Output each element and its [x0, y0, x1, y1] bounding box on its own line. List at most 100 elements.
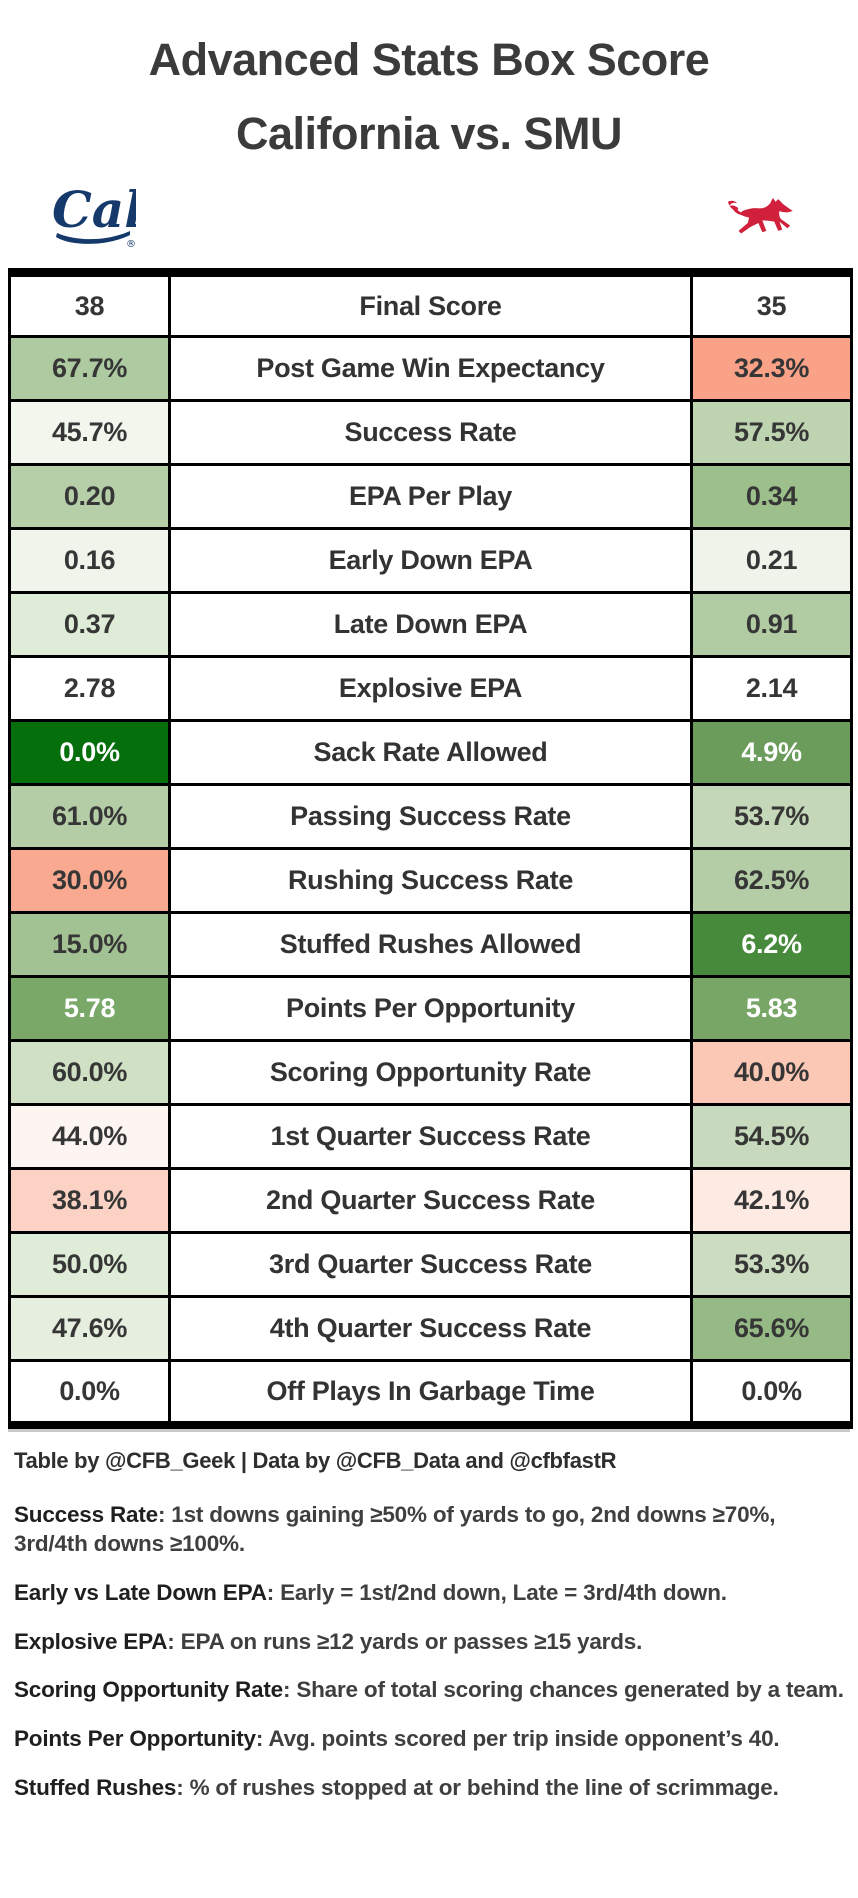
table-row: 61.0% Passing Success Rate 53.7% — [8, 783, 853, 850]
table-row: 2.78 Explosive EPA 2.14 — [8, 655, 853, 722]
footnote-label: Early vs Late Down EPA — [14, 1579, 267, 1605]
table-bottom-rule — [8, 1428, 850, 1432]
home-value-cell: 0.20 — [8, 463, 171, 530]
stat-label-cell: Points Per Opportunity — [168, 975, 693, 1042]
table-row: 47.6% 4th Quarter Success Rate 65.6% — [8, 1295, 853, 1362]
table-row: 44.0% 1st Quarter Success Rate 54.5% — [8, 1103, 853, 1170]
away-value-cell: 0.91 — [690, 591, 853, 658]
table-row: 0.0% Off Plays In Garbage Time 0.0% — [8, 1359, 853, 1429]
table-row: 0.37 Late Down EPA 0.91 — [8, 591, 853, 658]
table-row: 50.0% 3rd Quarter Success Rate 53.3% — [8, 1231, 853, 1298]
footnote: Points Per Opportunity: Avg. points scor… — [14, 1724, 844, 1754]
footnote-text: : Early = 1st/2nd down, Late = 3rd/4th d… — [266, 1579, 727, 1605]
away-value-cell: 35 — [690, 268, 853, 338]
away-value-cell: 6.2% — [690, 911, 853, 978]
footnote: Explosive EPA: EPA on runs ≥12 yards or … — [14, 1627, 844, 1657]
home-value-cell: 50.0% — [8, 1231, 171, 1298]
home-value-cell: 15.0% — [8, 911, 171, 978]
footnote-label: Scoring Opportunity Rate — [14, 1677, 283, 1703]
home-value-cell: 0.16 — [8, 527, 171, 594]
stat-label-cell: Passing Success Rate — [168, 783, 693, 850]
stat-label-cell: 4th Quarter Success Rate — [168, 1295, 693, 1362]
stat-label-cell: 2nd Quarter Success Rate — [168, 1167, 693, 1234]
home-value-cell: 45.7% — [8, 399, 171, 466]
table-row: 45.7% Success Rate 57.5% — [8, 399, 853, 466]
table-row: 0.0% Sack Rate Allowed 4.9% — [8, 719, 853, 786]
footnotes: Success Rate: 1st downs gaining ≥50% of … — [14, 1500, 844, 1803]
smu-mustang-icon — [727, 197, 793, 234]
footnote-text: : 1st downs gaining ≥50% of yards to go,… — [14, 1501, 776, 1557]
footnote-label: Success Rate — [14, 1501, 158, 1527]
home-value-cell: 44.0% — [8, 1103, 171, 1170]
home-value-cell: 30.0% — [8, 847, 171, 914]
away-value-cell: 57.5% — [690, 399, 853, 466]
table-row: 0.20 EPA Per Play 0.34 — [8, 463, 853, 530]
footnote-text: : EPA on runs ≥12 yards or passes ≥15 ya… — [167, 1628, 643, 1654]
stat-label-cell: Early Down EPA — [168, 527, 693, 594]
home-value-cell: 61.0% — [8, 783, 171, 850]
svg-text:Cal: Cal — [52, 181, 136, 239]
table-row: 15.0% Stuffed Rushes Allowed 6.2% — [8, 911, 853, 978]
stat-label-cell: Explosive EPA — [168, 655, 693, 722]
stat-label-cell: 1st Quarter Success Rate — [168, 1103, 693, 1170]
page-subtitle: California vs. SMU — [235, 108, 623, 159]
away-value-cell: 32.3% — [690, 335, 853, 402]
advanced-stats-box-score: Advanced Stats Box Score California vs. … — [0, 34, 858, 1803]
stat-label-cell: Sack Rate Allowed — [168, 719, 693, 786]
away-value-cell: 62.5% — [690, 847, 853, 914]
table-row: 30.0% Rushing Success Rate 62.5% — [8, 847, 853, 914]
page-title: Advanced Stats Box Score — [148, 34, 710, 85]
away-value-cell: 0.0% — [690, 1359, 853, 1429]
away-value-cell: 2.14 — [690, 655, 853, 722]
footnote: Early vs Late Down EPA: Early = 1st/2nd … — [14, 1578, 844, 1608]
stat-label-cell: EPA Per Play — [168, 463, 693, 530]
source-note: Table by @CFB_Geek | Data by @CFB_Data a… — [14, 1447, 617, 1473]
table-row: 67.7% Post Game Win Expectancy 32.3% — [8, 335, 853, 402]
table-row: 38.1% 2nd Quarter Success Rate 42.1% — [8, 1167, 853, 1234]
cal-logo-icon: Cal ® — [52, 181, 136, 250]
table-row: 5.78 Points Per Opportunity 5.83 — [8, 975, 853, 1042]
footnote-text: : Avg. points scored per trip inside opp… — [255, 1725, 780, 1751]
footnote-text: : Share of total scoring chances generat… — [282, 1677, 844, 1703]
stat-label-cell: Stuffed Rushes Allowed — [168, 911, 693, 978]
home-value-cell: 67.7% — [8, 335, 171, 402]
stat-label-cell: 3rd Quarter Success Rate — [168, 1231, 693, 1298]
home-value-cell: 0.37 — [8, 591, 171, 658]
stat-label-cell: Final Score — [168, 268, 693, 338]
svg-text:®: ® — [126, 239, 136, 250]
away-value-cell: 0.21 — [690, 527, 853, 594]
away-value-cell: 54.5% — [690, 1103, 853, 1170]
home-value-cell: 38 — [8, 268, 171, 338]
home-value-cell: 0.0% — [8, 1359, 171, 1429]
away-value-cell: 53.3% — [690, 1231, 853, 1298]
footnote-label: Explosive EPA — [14, 1628, 168, 1654]
away-value-cell: 65.6% — [690, 1295, 853, 1362]
team-logos-row: Cal ® — [0, 176, 858, 262]
home-value-cell: 2.78 — [8, 655, 171, 722]
stats-table: 38 Final Score 35 67.7% Post Game Win Ex… — [8, 268, 853, 1429]
away-value-cell: 5.83 — [690, 975, 853, 1042]
stat-label-cell: Post Game Win Expectancy — [168, 335, 693, 402]
stat-label-cell: Rushing Success Rate — [168, 847, 693, 914]
stat-label-cell: Off Plays In Garbage Time — [168, 1359, 693, 1429]
footnote-text: : % of rushes stopped at or behind the l… — [176, 1774, 779, 1800]
stat-label-cell: Scoring Opportunity Rate — [168, 1039, 693, 1106]
home-value-cell: 0.0% — [8, 719, 171, 786]
home-value-cell: 5.78 — [8, 975, 171, 1042]
footnote-label: Stuffed Rushes — [14, 1774, 177, 1800]
home-value-cell: 38.1% — [8, 1167, 171, 1234]
stat-label-cell: Success Rate — [168, 399, 693, 466]
table-row: 60.0% Scoring Opportunity Rate 40.0% — [8, 1039, 853, 1106]
away-value-cell: 53.7% — [690, 783, 853, 850]
footnote: Stuffed Rushes: % of rushes stopped at o… — [14, 1773, 844, 1803]
stat-label-cell: Late Down EPA — [168, 591, 693, 658]
table-row: 0.16 Early Down EPA 0.21 — [8, 527, 853, 594]
away-value-cell: 4.9% — [690, 719, 853, 786]
stats-table-body: 38 Final Score 35 67.7% Post Game Win Ex… — [8, 268, 853, 1429]
footnote: Success Rate: 1st downs gaining ≥50% of … — [14, 1500, 844, 1559]
away-value-cell: 42.1% — [690, 1167, 853, 1234]
home-value-cell: 47.6% — [8, 1295, 171, 1362]
footnote: Scoring Opportunity Rate: Share of total… — [14, 1675, 844, 1705]
away-value-cell: 0.34 — [690, 463, 853, 530]
away-value-cell: 40.0% — [690, 1039, 853, 1106]
